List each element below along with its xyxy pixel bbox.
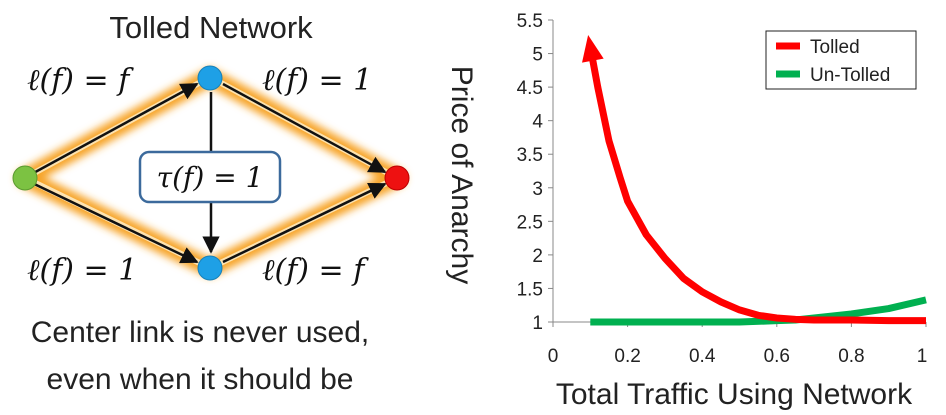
y-axis-ticks: 1 1.5 2 2.5 3 3.5 4 4.5 5 5.5 — [517, 11, 553, 334]
bottom-node — [197, 255, 223, 281]
edge-source-bottom — [27, 179, 199, 264]
top-node — [197, 65, 223, 91]
legend-label-untolled: Un-Tolled — [810, 65, 890, 86]
edge-top-sink — [222, 82, 387, 174]
y-tick-label: 5.5 — [517, 11, 543, 32]
edge-label-bottom-left: ℓ(f) = 1 — [27, 253, 137, 288]
legend: Tolled Un-Tolled — [765, 30, 917, 90]
sink-node — [384, 165, 410, 191]
x-tick-label: 0.4 — [689, 346, 716, 367]
y-tick-label: 4.5 — [517, 78, 543, 99]
caption-line-1: Center link is never used, — [31, 316, 370, 349]
x-axis-ticks: 0 0.2 0.4 0.6 0.8 1 — [548, 322, 928, 367]
x-tick-label: 0.8 — [838, 346, 864, 367]
x-axis-label: Total Traffic Using Network — [556, 378, 913, 411]
series-line-tolled — [586, 46, 926, 325]
source-node — [12, 165, 38, 191]
caption-line-2: even when it should be — [47, 363, 354, 396]
x-tick-label: 0.6 — [764, 346, 790, 367]
y-tick-label: 3 — [532, 179, 543, 200]
edge-label-top-right: ℓ(f) = 1 — [262, 63, 372, 98]
x-tick-label: 0 — [548, 346, 559, 367]
y-axis-label: Price of Anarchy — [445, 66, 478, 284]
x-tick-label: 1 — [917, 346, 928, 367]
series-arrowhead-tolled — [582, 35, 604, 63]
network-diagram: Tolled Network τ(f) = 1 ℓ(f) = f ℓ(f) = … — [12, 10, 410, 396]
toll-box — [138, 150, 282, 204]
y-tick-label: 3.5 — [517, 145, 543, 166]
edge-label-bottom-right: ℓ(f) = f — [262, 253, 369, 288]
edge-source-top — [27, 82, 199, 178]
edge-bottom-sink — [222, 182, 387, 264]
y-tick-label: 1.5 — [517, 279, 543, 300]
y-tick-label: 1 — [532, 313, 543, 334]
legend-box — [765, 30, 917, 90]
network-title: Tolled Network — [109, 10, 313, 45]
x-tick-label: 0.2 — [614, 346, 640, 367]
toll-label: τ(f) = 1 — [157, 161, 264, 194]
y-tick-label: 2 — [532, 246, 543, 267]
y-tick-label: 4 — [532, 112, 543, 133]
price-of-anarchy-chart: Price of Anarchy Total Traffic Using Net… — [445, 11, 927, 411]
edge-label-top-left: ℓ(f) = f — [27, 63, 134, 98]
y-tick-label: 5 — [532, 45, 543, 66]
y-tick-label: 2.5 — [517, 212, 543, 233]
series-layer — [582, 35, 927, 326]
legend-label-tolled: Tolled — [810, 37, 860, 58]
